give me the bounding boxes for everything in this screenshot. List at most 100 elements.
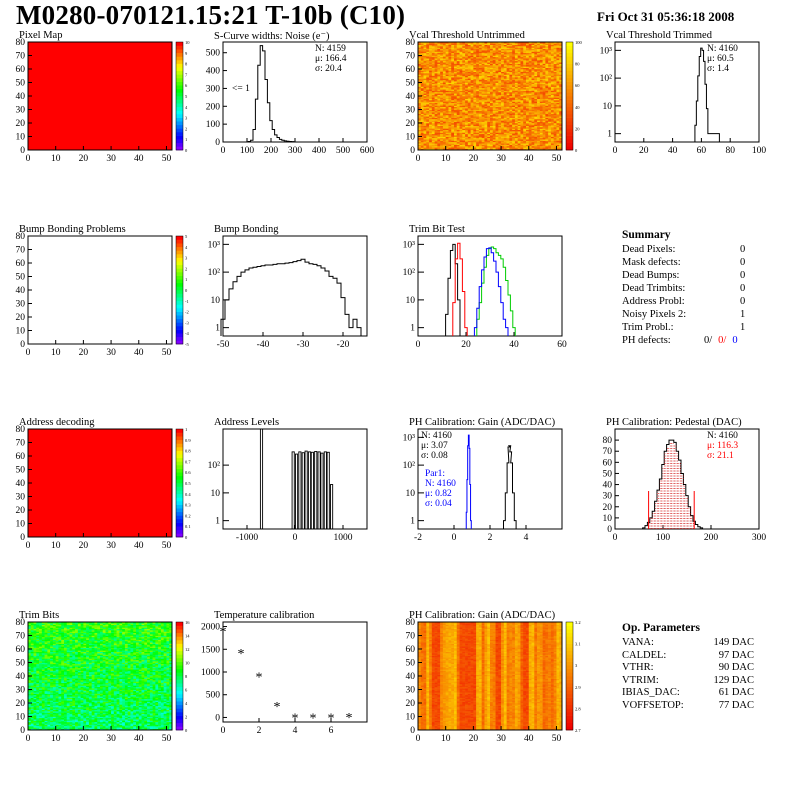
y-tick-label: 50 bbox=[16, 466, 26, 476]
palette-label: 0.1 bbox=[185, 524, 191, 529]
palette-cell bbox=[176, 330, 183, 334]
stats-text: μ: 166.4 bbox=[315, 54, 347, 64]
summary-title: Summary bbox=[622, 229, 671, 241]
palette-cell bbox=[176, 110, 183, 114]
palette-cell bbox=[176, 340, 183, 344]
palette-cell bbox=[176, 82, 183, 86]
palette-cell bbox=[566, 121, 573, 125]
palette-cell bbox=[176, 92, 183, 96]
palette-cell bbox=[566, 114, 573, 118]
x-tick-label: 30 bbox=[496, 154, 506, 164]
address-peak bbox=[308, 452, 310, 529]
palette-cell bbox=[176, 258, 183, 262]
x-tick-label: 40 bbox=[668, 146, 678, 156]
palette-label: 1 bbox=[185, 137, 187, 142]
x-tick-label: 600 bbox=[360, 146, 375, 156]
y-tick-label: 80 bbox=[16, 38, 26, 48]
palette-cell bbox=[176, 283, 183, 287]
palette-label: 0 bbox=[575, 148, 578, 153]
palette-cell bbox=[566, 143, 573, 147]
heatmap-cells bbox=[28, 622, 172, 730]
palette-cell bbox=[176, 294, 183, 298]
stats-text: σ: 21.1 bbox=[707, 451, 734, 461]
y-tick-label: 0 bbox=[215, 138, 220, 148]
palette-cell bbox=[176, 100, 183, 104]
palette-cell bbox=[176, 333, 183, 337]
palette-label: 20 bbox=[575, 126, 580, 131]
y-tick-label: 70 bbox=[16, 246, 26, 256]
palette-cell bbox=[176, 505, 183, 509]
palette-cell bbox=[566, 128, 573, 132]
y-tick-label: 10 bbox=[603, 102, 613, 112]
palette-cell bbox=[176, 49, 183, 53]
summary-value: 0 bbox=[740, 296, 745, 307]
histogram-series bbox=[477, 247, 515, 336]
palette-label: 0.5 bbox=[185, 481, 191, 486]
x-tick-label: 10 bbox=[51, 348, 61, 358]
y-tick-label: 10 bbox=[16, 133, 26, 143]
x-tick-label: 20 bbox=[639, 146, 649, 156]
palette-cell bbox=[566, 46, 573, 50]
summary-value: 1 bbox=[740, 322, 745, 333]
x-tick-label: 0 bbox=[293, 533, 298, 543]
palette-label: -4 bbox=[185, 331, 189, 336]
palette-cell bbox=[176, 301, 183, 305]
histogram-series bbox=[466, 435, 471, 529]
x-tick-label: -20 bbox=[337, 340, 350, 350]
palette-cell bbox=[566, 42, 573, 46]
palette-label: 4 bbox=[185, 105, 188, 110]
y-tick-label: 0 bbox=[20, 533, 25, 543]
palette-cell bbox=[566, 139, 573, 143]
y-tick-label: 50 bbox=[16, 273, 26, 283]
y-tick-label: 10 bbox=[16, 520, 26, 530]
palette-cell bbox=[176, 530, 183, 534]
palette-cell bbox=[566, 132, 573, 136]
histogram-series bbox=[248, 46, 294, 142]
y-tick-label: 500 bbox=[206, 49, 221, 59]
y-tick-label: 200 bbox=[206, 102, 221, 112]
palette-cell bbox=[176, 436, 183, 440]
stats-text: N: 4160 bbox=[707, 431, 738, 441]
address-peak bbox=[305, 451, 307, 529]
x-tick-label: 300 bbox=[288, 146, 303, 156]
palette-cell bbox=[176, 64, 183, 68]
palette-label: 7 bbox=[185, 72, 188, 77]
palette-cell bbox=[566, 71, 573, 75]
x-tick-label: 60 bbox=[557, 340, 567, 350]
y-tick-label: 40 bbox=[603, 481, 613, 491]
palette-cell bbox=[176, 515, 183, 519]
y-tick-label: 20 bbox=[16, 313, 26, 323]
palette-label: 6 bbox=[185, 83, 188, 88]
summary-value: 1 bbox=[740, 309, 745, 320]
palette-cell bbox=[566, 100, 573, 104]
y-tick-label: 30 bbox=[16, 300, 26, 310]
x-tick-label: 0 bbox=[26, 154, 31, 164]
x-tick-label: 30 bbox=[106, 348, 116, 358]
palette-label: 0.3 bbox=[185, 503, 191, 508]
palette-cell bbox=[566, 92, 573, 96]
address-peak bbox=[292, 452, 294, 529]
palette-cell bbox=[176, 308, 183, 312]
palette-label: 5 bbox=[185, 234, 188, 239]
x-tick-label: 0 bbox=[26, 541, 31, 551]
y-tick-label: 40 bbox=[16, 286, 26, 296]
palette-cell bbox=[566, 67, 573, 71]
y-tick-label: 20 bbox=[16, 506, 26, 516]
x-tick-label: 0 bbox=[613, 146, 618, 156]
palette-cell bbox=[176, 53, 183, 57]
palette-cell bbox=[176, 85, 183, 89]
y-tick-label: 70 bbox=[406, 52, 416, 62]
palette-cell bbox=[176, 326, 183, 330]
y-tick-label: 1 bbox=[410, 324, 415, 334]
y-tick-label: 0 bbox=[410, 146, 415, 156]
palette-cell bbox=[176, 56, 183, 60]
palette-cell bbox=[176, 458, 183, 462]
palette-cell bbox=[176, 490, 183, 494]
